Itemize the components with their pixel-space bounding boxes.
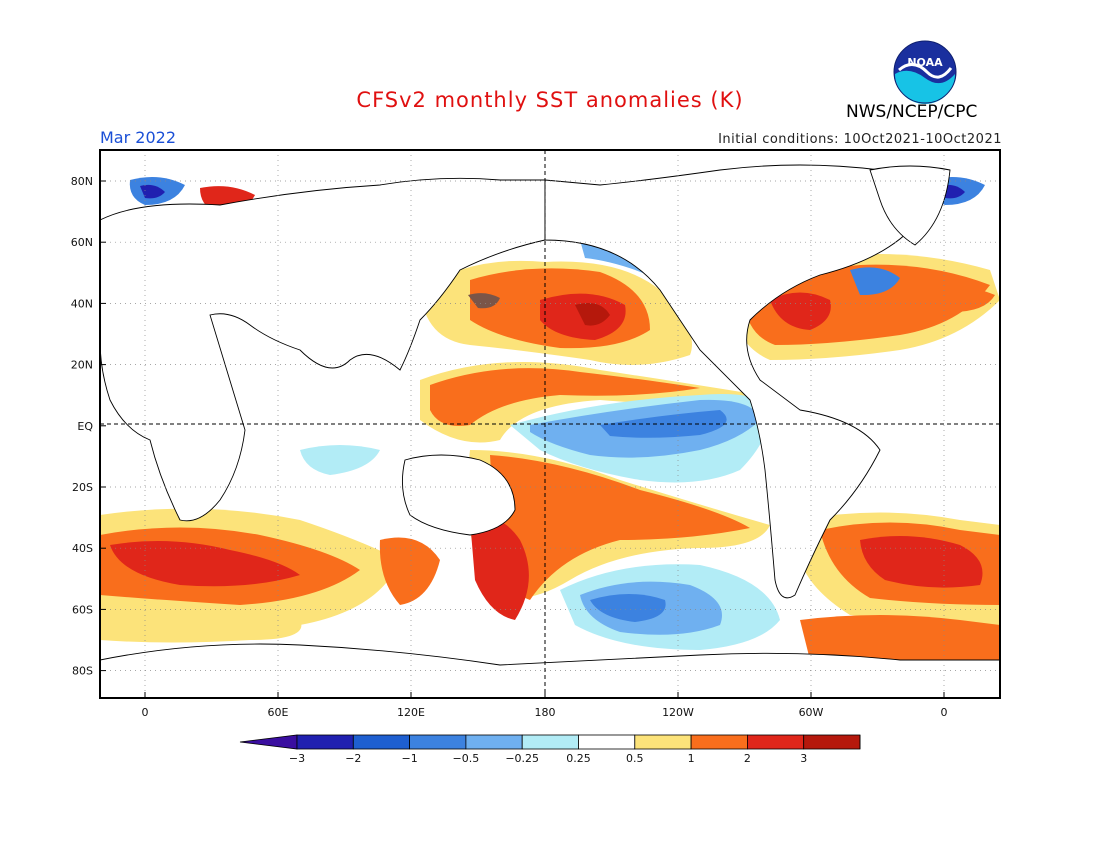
- lon-tick-label: 0: [142, 706, 149, 719]
- anomaly-region: [770, 292, 831, 330]
- colorbar-segment: [578, 734, 636, 750]
- lat-tick-label: 60S: [72, 603, 93, 616]
- agency-label: NWS/NCEP/CPC: [846, 102, 978, 122]
- anomaly-region: [430, 368, 700, 426]
- land-africa-eurasia: [100, 177, 546, 522]
- lat-tick-label: 20S: [72, 481, 93, 494]
- lat-tick-label: 80S: [72, 665, 93, 678]
- lat-tick-label: 60N: [71, 236, 93, 249]
- lon-tick-label: 0: [941, 706, 948, 719]
- lat-tick-label: EQ: [77, 420, 93, 433]
- graticule: [100, 150, 1000, 698]
- colorbar-segment: [521, 734, 579, 750]
- colorbar-label: −0.25: [505, 752, 539, 765]
- lat-tick-label: 40N: [71, 297, 93, 310]
- anomaly-region: [800, 615, 1000, 663]
- anomaly-region: [379, 537, 440, 605]
- colorbar-label: 1: [688, 752, 695, 765]
- initial-conditions-label: Initial conditions: 10Oct2021-10Oct2021: [718, 132, 1002, 147]
- noaa-logo: NOAA: [893, 40, 957, 104]
- anomaly-region: [140, 184, 165, 199]
- colorbar-label: 2: [744, 752, 751, 765]
- lon-tick-label: 180: [535, 706, 556, 719]
- colorbar-label: −2: [345, 752, 361, 765]
- anomaly-region: [300, 445, 380, 475]
- colorbar-segment: [690, 734, 748, 750]
- anomaly-region: [575, 302, 610, 326]
- colorbar-label: −3: [289, 752, 305, 765]
- colorbar-label: 0.5: [626, 752, 644, 765]
- logo-text: NOAA: [907, 56, 943, 69]
- colorbar: −3 −2 −1 −0.5 −0.25 0.25 0.5 1 2 3: [239, 734, 861, 765]
- anomaly-region: [930, 286, 995, 312]
- colorbar-segment: [296, 734, 354, 750]
- anomaly-region: [470, 517, 529, 620]
- anomaly-region: [100, 613, 302, 643]
- lon-tick-label: 60E: [268, 706, 289, 719]
- colorbar-label: −1: [401, 752, 417, 765]
- colorbar-label: −0.5: [453, 752, 480, 765]
- land-australia: [401, 454, 516, 536]
- colorbar-segment: [803, 734, 861, 750]
- anomaly-region: [590, 594, 666, 622]
- lon-tick-label: 60W: [799, 706, 824, 719]
- colorbar-segment: [409, 734, 467, 750]
- latitude-axis: 80N 60N 40N 20N EQ 20S 40S 60S 80S: [71, 175, 106, 678]
- anomaly-region: [850, 267, 900, 296]
- land-antarctica: [100, 643, 1000, 698]
- valid-month-label: Mar 2022: [100, 128, 176, 147]
- colorbar-under-arrow: [239, 734, 298, 750]
- longitude-axis: 0 60E 120E 180 120W 60W 0: [142, 692, 948, 719]
- anomaly-region: [468, 293, 500, 309]
- lat-tick-label: 20N: [71, 359, 93, 372]
- colorbar-segment: [352, 734, 410, 750]
- lat-tick-label: 80N: [71, 175, 93, 188]
- anomaly-region: [860, 536, 983, 588]
- map-title: CFSv2 monthly SST anomalies (K): [356, 88, 744, 112]
- land-outlines: [100, 164, 1000, 698]
- anomaly-region: [110, 541, 300, 587]
- colorbar-label: 3: [800, 752, 807, 765]
- colorbar-segment: [634, 734, 692, 750]
- colorbar-segment: [465, 734, 523, 750]
- anomaly-region: [490, 455, 750, 600]
- map-frame: [99, 149, 1001, 699]
- lat-tick-label: 40S: [72, 542, 93, 555]
- lon-tick-label: 120W: [662, 706, 694, 719]
- colorbar-label: 0.25: [566, 752, 591, 765]
- colorbar-segment: [747, 734, 805, 750]
- lon-tick-label: 120E: [397, 706, 425, 719]
- land-greenland: [869, 165, 951, 246]
